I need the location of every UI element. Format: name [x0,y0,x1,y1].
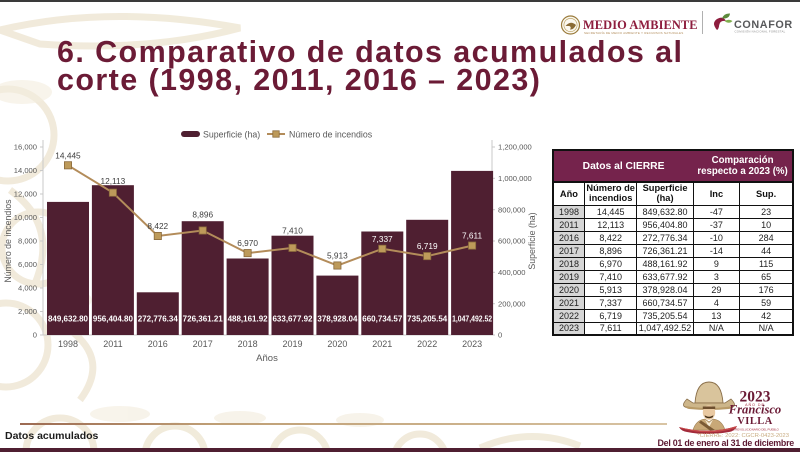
svg-text:Francisco: Francisco [728,403,781,417]
svg-text:6,970: 6,970 [237,238,258,248]
svg-text:8,896: 8,896 [192,210,213,220]
svg-text:2019: 2019 [282,339,302,349]
svg-text:Superficie (ha): Superficie (ha) [527,212,537,269]
svg-text:5,913: 5,913 [327,251,348,261]
svg-text:272,776.34: 272,776.34 [138,315,179,324]
svg-text:1,000,000: 1,000,000 [498,174,532,183]
svg-text:726,361.21: 726,361.21 [183,315,224,324]
svg-text:800,000: 800,000 [498,205,525,214]
svg-text:AÑO DE: AÑO DE [745,402,765,407]
svg-text:849,632.80: 849,632.80 [48,315,89,324]
svg-text:2023: 2023 [740,389,771,406]
svg-text:4,000: 4,000 [18,284,37,293]
svg-text:735,205.54: 735,205.54 [407,315,448,324]
svg-text:1998: 1998 [58,339,78,349]
svg-text:7,410: 7,410 [282,226,303,236]
svg-text:633,677.92: 633,677.92 [272,315,313,324]
svg-text:Años: Años [256,353,278,364]
svg-text:200,000: 200,000 [498,299,525,308]
svg-text:10,000: 10,000 [14,213,37,222]
svg-text:2018: 2018 [238,339,258,349]
svg-text:2021: 2021 [372,339,392,349]
svg-text:8,000: 8,000 [18,237,37,246]
svg-text:SECRETARÍA DE MEDIO AMBIENTE Y: SECRETARÍA DE MEDIO AMBIENTE Y RECURSOS … [584,31,683,35]
svg-text:6,719: 6,719 [417,241,438,251]
svg-text:Número de incendios: Número de incendios [289,130,373,140]
svg-text:MEDIO AMBIENTE: MEDIO AMBIENTE [583,18,698,32]
svg-text:8,422: 8,422 [147,221,168,231]
svg-text:2022: 2022 [417,339,437,349]
svg-text:CONAFOR: CONAFOR [734,19,793,31]
svg-text:400,000: 400,000 [498,268,525,277]
svg-text:2017: 2017 [193,339,213,349]
svg-text:1,047,492.52: 1,047,492.52 [452,315,492,324]
svg-text:Número de incendios: Número de incendios [3,199,13,283]
svg-text:2020: 2020 [327,339,347,349]
svg-text:12,113: 12,113 [101,176,126,186]
svg-text:14,445: 14,445 [55,150,81,160]
svg-text:378,928.04: 378,928.04 [317,315,358,324]
svg-text:600,000: 600,000 [498,237,525,246]
svg-text:12,000: 12,000 [14,190,37,199]
svg-text:EL REVOLUCIONARIO DEL PUEBLO: EL REVOLUCIONARIO DEL PUEBLO [731,428,779,432]
svg-text:956,404.80: 956,404.80 [93,315,134,324]
svg-text:488,161.92: 488,161.92 [228,315,269,324]
svg-text:6,000: 6,000 [18,260,37,269]
svg-text:Superficie (ha): Superficie (ha) [203,130,260,140]
svg-text:7,337: 7,337 [372,234,393,244]
svg-text:660,734.57: 660,734.57 [362,315,403,324]
svg-text:2016: 2016 [148,339,168,349]
svg-text:0: 0 [33,331,37,340]
svg-text:VILLA: VILLA [737,416,772,427]
svg-text:2011: 2011 [103,339,122,349]
svg-text:2023: 2023 [462,339,482,349]
svg-text:0: 0 [498,331,502,340]
svg-text:COMISIÓN NACIONAL FORESTAL: COMISIÓN NACIONAL FORESTAL [735,29,786,34]
svg-text:1,200,000: 1,200,000 [498,143,532,152]
svg-text:14,000: 14,000 [14,166,37,175]
svg-text:16,000: 16,000 [14,143,37,152]
svg-text:2,000: 2,000 [18,307,37,316]
svg-text:7,611: 7,611 [462,231,483,241]
